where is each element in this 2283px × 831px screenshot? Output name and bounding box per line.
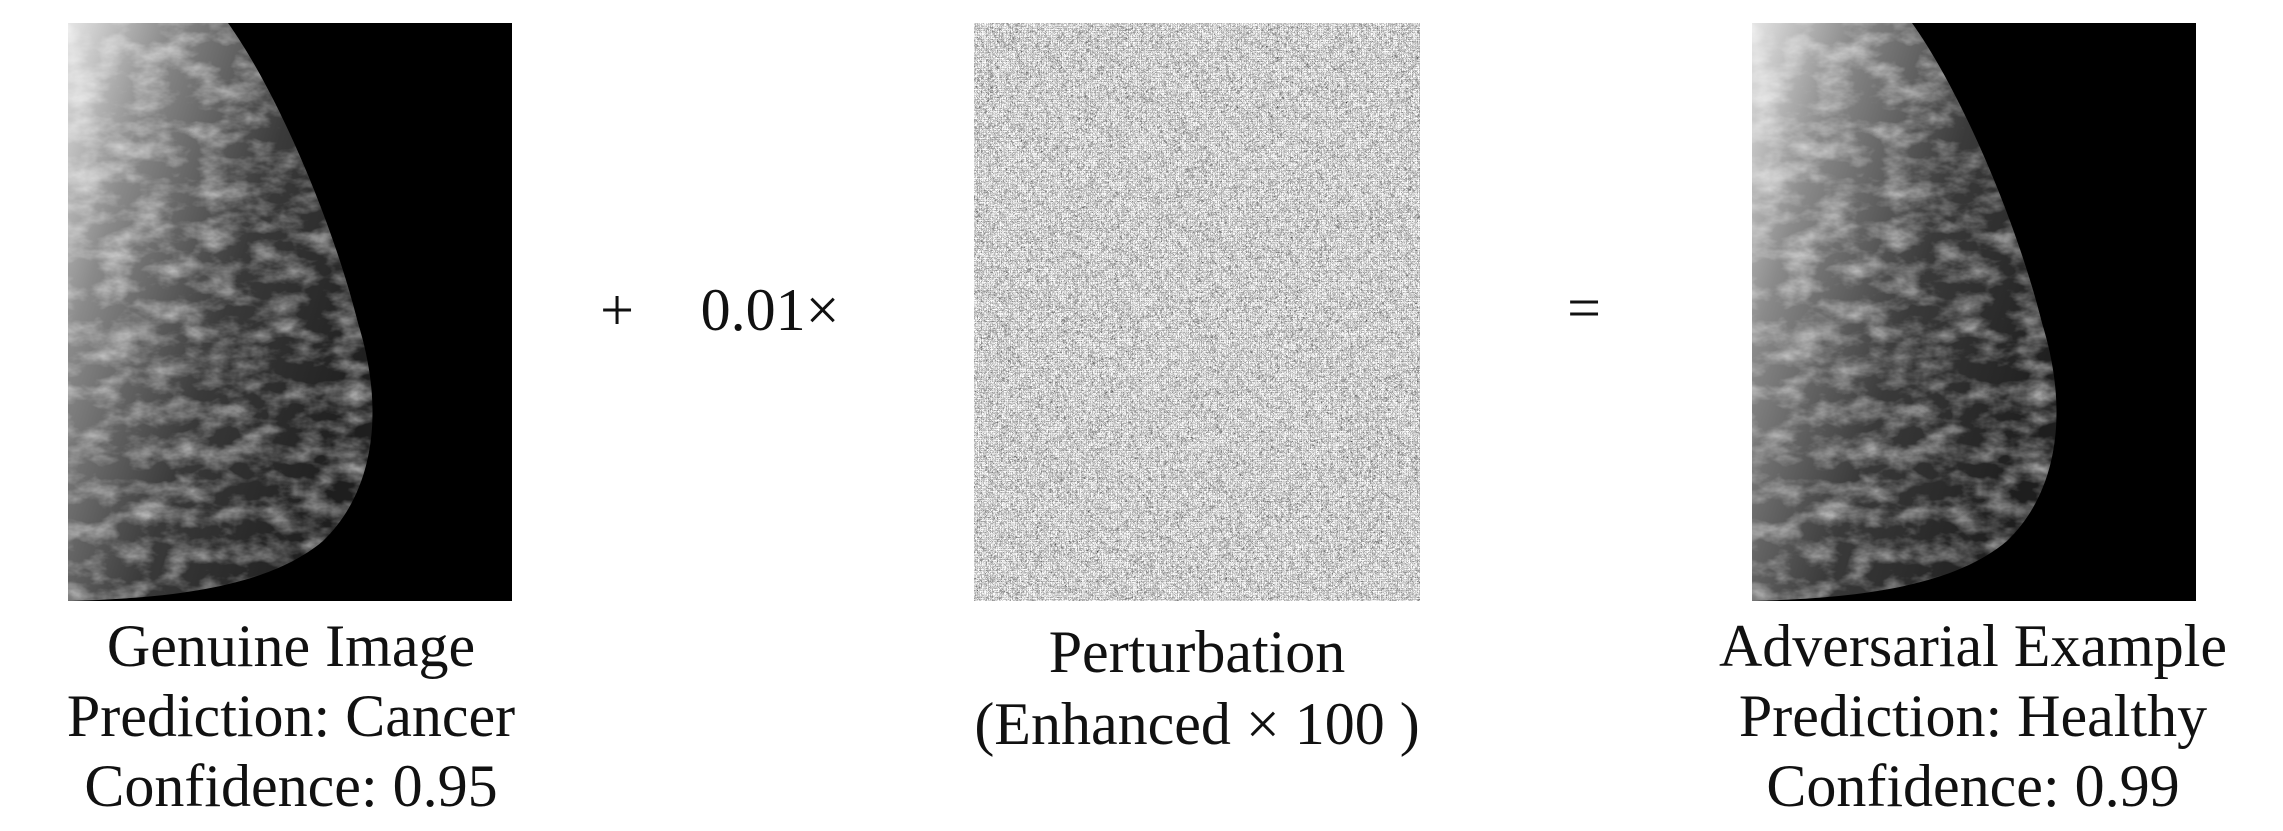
operator-plus: + <box>600 277 634 343</box>
caption-line: Confidence: 0.95 <box>84 753 497 819</box>
caption-line: Adversarial Example <box>1719 613 2227 679</box>
caption-line: Prediction: Cancer <box>67 683 515 749</box>
perturbation-image <box>974 23 1420 601</box>
operator-scale: 0.01× <box>701 277 840 343</box>
operator-equals: = <box>1567 275 1601 341</box>
caption-line: (Enhanced × 100 ) <box>974 691 1419 757</box>
caption-line: Genuine Image <box>107 613 475 679</box>
adversarial-image <box>1752 23 2196 601</box>
caption-line: Confidence: 0.99 <box>1766 753 2179 819</box>
caption-line: Prediction: Healthy <box>1739 683 2207 749</box>
caption-line: Perturbation <box>1049 619 1346 685</box>
genuine-image <box>68 23 512 601</box>
